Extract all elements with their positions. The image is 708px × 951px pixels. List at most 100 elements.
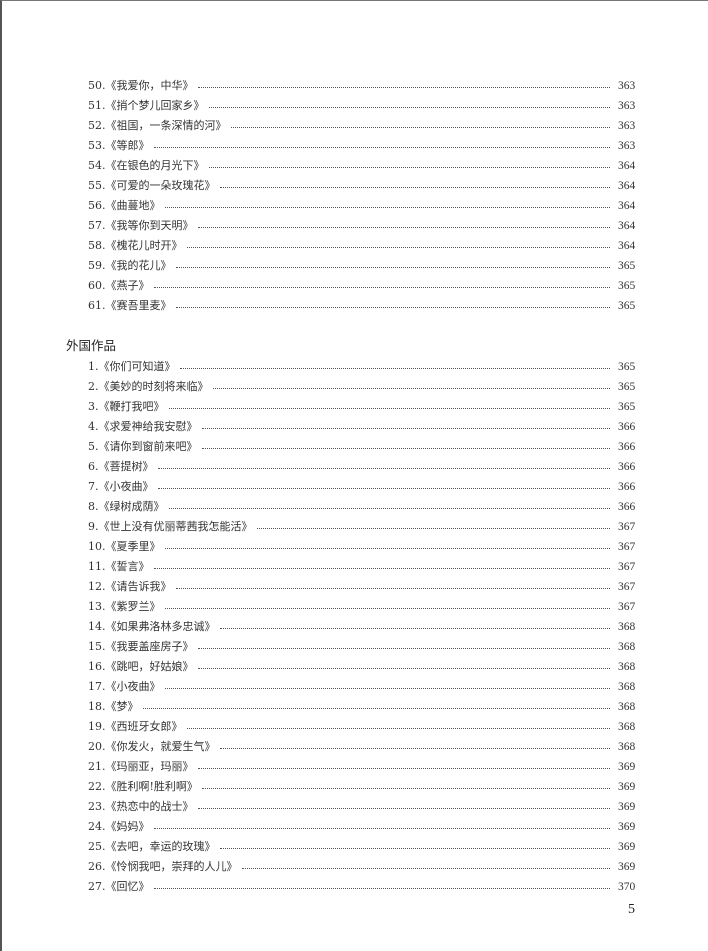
entry-title: 10.《夏季里》	[88, 540, 161, 553]
toc-entry[interactable]: 13.《紫罗兰》 367	[88, 597, 635, 617]
toc-entry[interactable]: 56.《曲蔓地》 364	[88, 196, 635, 216]
entry-page: 366	[618, 421, 636, 433]
dot-leader	[197, 86, 610, 88]
dot-leader	[179, 367, 610, 369]
toc-entry[interactable]: 54.《在银色的月光下》 364	[88, 156, 636, 176]
toc-entry[interactable]: 51.《捎个梦儿回家乡》 363	[88, 96, 636, 116]
entry-title: 55.《可爱的一朵玫瑰花》	[88, 179, 216, 192]
dot-leader	[164, 687, 610, 689]
toc-entry[interactable]: 20.《你发火，就爱生气》 368	[88, 737, 636, 757]
toc-entry[interactable]: 4.《求爱神给我安慰》 366	[88, 417, 636, 437]
toc-entry[interactable]: 27.《回忆》 370	[88, 877, 636, 897]
entry-page: 369	[618, 821, 636, 833]
entry-title: 16.《跳吧，好姑娘》	[88, 660, 194, 673]
entry-page: 364	[618, 160, 636, 172]
entry-title: 52.《祖国，一条深情的河》	[88, 119, 227, 132]
entry-page: 368	[618, 741, 636, 753]
toc-entry[interactable]: 18.《梦》 368	[88, 697, 635, 717]
entry-title: 21.《玛丽亚，玛丽》	[88, 760, 194, 773]
toc-entry[interactable]: 17.《小夜曲》 368	[88, 677, 636, 697]
toc-entry[interactable]: 25.《去吧，幸运的玫瑰》 369	[88, 837, 636, 857]
toc-entry[interactable]: 53.《等郎》 363	[88, 136, 635, 156]
toc-entry[interactable]: 50.《我爱你，中华》 363	[88, 76, 635, 96]
entry-page: 367	[618, 561, 636, 573]
entry-title: 27.《回忆》	[88, 880, 150, 893]
dot-leader	[153, 286, 610, 288]
entry-title: 14.《如果弗洛林多忠诚》	[88, 620, 216, 633]
entry-page: 368	[618, 641, 636, 653]
dot-leader	[164, 607, 610, 609]
entry-title: 23.《热恋中的战士》	[88, 800, 194, 813]
toc-entry[interactable]: 10.《夏季里》 367	[88, 537, 636, 557]
dot-leader	[241, 867, 610, 869]
entry-title: 13.《紫罗兰》	[88, 600, 161, 613]
entry-page: 364	[618, 220, 636, 232]
toc-entry[interactable]: 12.《请告诉我》 367	[88, 577, 635, 597]
entry-title: 3.《鞭打我吧》	[88, 400, 165, 413]
entry-page: 368	[618, 681, 636, 693]
toc-entry[interactable]: 57.《我等你到天明》 364	[88, 216, 636, 236]
toc-entry[interactable]: 8.《绿树成荫》 366	[88, 497, 635, 517]
dot-leader	[142, 707, 610, 709]
toc-entry[interactable]: 16.《跳吧，好姑娘》 368	[88, 657, 635, 677]
entry-page: 369	[618, 841, 636, 853]
toc-entry[interactable]: 59.《我的花儿》 365	[88, 256, 636, 276]
entry-page: 366	[618, 481, 636, 493]
dot-leader	[153, 567, 610, 569]
entry-page: 363	[618, 100, 636, 112]
entry-title: 8.《绿树成荫》	[88, 500, 165, 513]
entry-page: 366	[618, 461, 636, 473]
toc-list-domestic: 50.《我爱你，中华》 363 51.《捎个梦儿回家乡》 363 52.《祖国，一条深情…	[88, 76, 636, 316]
entry-title: 7.《小夜曲》	[88, 480, 154, 493]
entry-page: 365	[618, 260, 636, 272]
dot-leader	[153, 827, 610, 829]
toc-entry[interactable]: 61.《赛吾里麦》 365	[88, 296, 636, 316]
toc-entry[interactable]: 24.《妈妈》 369	[88, 817, 636, 837]
toc-entry[interactable]: 19.《西班牙女郎》 368	[88, 717, 635, 737]
entry-page: 370	[618, 881, 636, 893]
toc-entry[interactable]: 26.《怜悯我吧，崇拜的人儿》 369	[88, 857, 635, 877]
toc-entry[interactable]: 11.《誓言》 367	[88, 557, 636, 577]
entry-title: 61.《赛吾里麦》	[88, 299, 172, 312]
entry-page: 369	[618, 761, 636, 773]
entry-title: 59.《我的花儿》	[88, 259, 172, 272]
entry-title: 22.《胜利啊!胜利啊》	[88, 780, 198, 793]
toc-entry[interactable]: 3.《鞭打我吧》 365	[88, 397, 635, 417]
toc-entry[interactable]: 14.《如果弗洛林多忠诚》 368	[88, 617, 635, 637]
toc-entry[interactable]: 1.《你们可知道》 365	[88, 357, 635, 377]
toc-entry[interactable]: 23.《热恋中的战士》 369	[88, 797, 635, 817]
entry-title: 24.《妈妈》	[88, 820, 150, 833]
toc-entry[interactable]: 5.《请你到窗前来吧》 366	[88, 437, 636, 457]
entry-page: 365	[618, 300, 636, 312]
toc-entry[interactable]: 60.《燕子》 365	[88, 276, 636, 296]
dot-leader	[212, 387, 610, 389]
entry-page: 365	[618, 280, 636, 292]
entry-page: 366	[618, 441, 636, 453]
toc-entry[interactable]: 6.《菩提树》 366	[88, 457, 636, 477]
toc-entry[interactable]: 58.《槐花儿时开》 364	[88, 236, 635, 256]
entry-title: 20.《你发火，就爱生气》	[88, 740, 216, 753]
dot-leader	[197, 807, 610, 809]
dot-leader	[208, 106, 610, 108]
entry-page: 367	[618, 521, 636, 533]
entry-page: 363	[618, 120, 636, 132]
toc-entry[interactable]: 9.《世上没有优丽蒂茜我怎能活》 367	[88, 517, 636, 537]
toc-entry[interactable]: 7.《小夜曲》 366	[88, 477, 636, 497]
entry-title: 9.《世上没有优丽蒂茜我怎能活》	[88, 520, 253, 533]
dot-leader	[186, 246, 610, 248]
entry-title: 19.《西班牙女郎》	[88, 720, 183, 733]
toc-entry[interactable]: 15.《我要盖座房子》 368	[88, 637, 636, 657]
dot-leader	[197, 226, 610, 228]
toc-entry[interactable]: 55.《可爱的一朵玫瑰花》 364	[88, 176, 635, 196]
toc-entry[interactable]: 2.《美妙的时刻将来临》 365	[88, 377, 635, 397]
entry-page: 369	[618, 781, 636, 793]
dot-leader	[197, 647, 610, 649]
entry-title: 57.《我等你到天明》	[88, 219, 194, 232]
entry-page: 367	[618, 541, 636, 553]
toc-entry[interactable]: 52.《祖国，一条深情的河》 363	[88, 116, 636, 136]
dot-leader	[164, 206, 610, 208]
dot-leader	[175, 266, 610, 268]
toc-entry[interactable]: 21.《玛丽亚，玛丽》 369	[88, 757, 636, 777]
toc-entry[interactable]: 22.《胜利啊!胜利啊》 369	[88, 777, 636, 797]
